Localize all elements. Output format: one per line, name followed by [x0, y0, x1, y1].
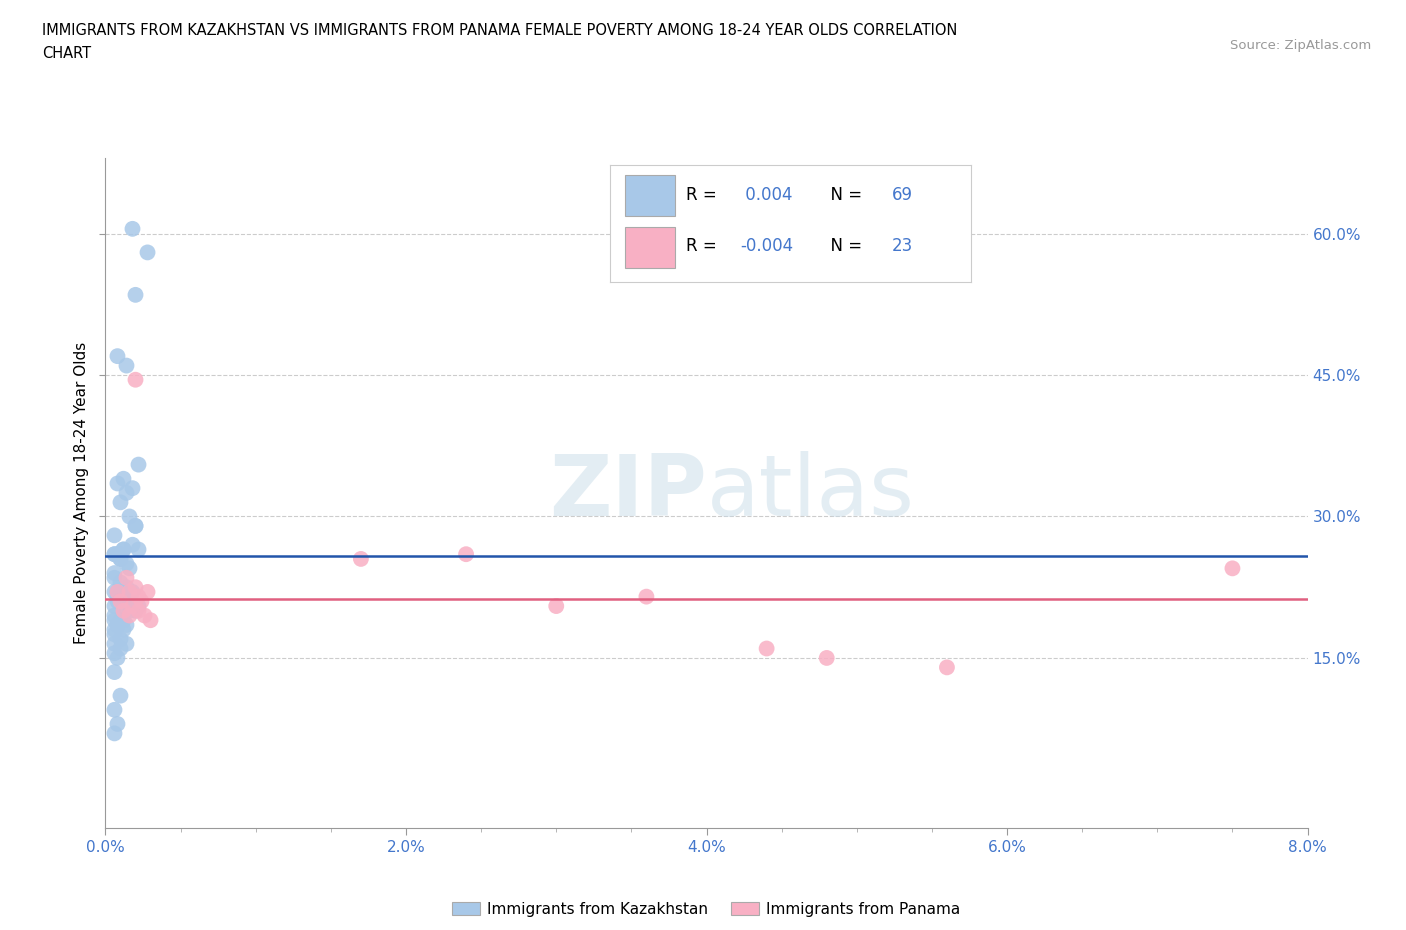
Point	[103, 547, 125, 562]
Point	[128, 599, 150, 614]
Point	[115, 556, 138, 571]
Point	[128, 590, 150, 604]
Point	[118, 594, 141, 609]
Point	[755, 641, 778, 656]
Point	[134, 608, 156, 623]
Point	[112, 613, 135, 628]
Point	[110, 575, 132, 590]
Point	[118, 608, 141, 623]
Point	[103, 645, 125, 660]
Point	[136, 584, 159, 599]
Point	[110, 547, 132, 562]
Point	[103, 570, 125, 585]
Point	[107, 618, 129, 632]
Point	[121, 538, 143, 552]
Point	[107, 590, 129, 604]
Point	[118, 584, 141, 599]
Point	[115, 618, 138, 632]
Point	[110, 495, 132, 510]
Point	[112, 604, 135, 618]
Point	[112, 622, 135, 637]
Legend: Immigrants from Kazakhstan, Immigrants from Panama: Immigrants from Kazakhstan, Immigrants f…	[446, 896, 967, 923]
Point	[110, 641, 132, 656]
Point	[115, 594, 138, 609]
Point	[107, 476, 129, 491]
Text: atlas: atlas	[707, 451, 914, 535]
Point	[107, 618, 129, 632]
Point	[124, 518, 146, 533]
Text: Source: ZipAtlas.com: Source: ZipAtlas.com	[1230, 39, 1371, 52]
Point	[103, 613, 125, 628]
Point	[115, 570, 138, 585]
Point	[121, 221, 143, 236]
Point	[115, 579, 138, 594]
Point	[107, 349, 129, 364]
Point	[350, 551, 373, 566]
Point	[128, 604, 150, 618]
Point	[107, 584, 129, 599]
Text: ZIP: ZIP	[548, 451, 707, 535]
Point	[103, 726, 125, 741]
Y-axis label: Female Poverty Among 18-24 Year Olds: Female Poverty Among 18-24 Year Olds	[73, 341, 89, 644]
Point	[103, 584, 125, 599]
Point	[124, 372, 146, 387]
Point	[118, 561, 141, 576]
Point	[110, 613, 132, 628]
Point	[107, 547, 129, 562]
Point	[139, 613, 162, 628]
Point	[131, 594, 153, 609]
Point	[112, 599, 135, 614]
Point	[103, 702, 125, 717]
Point	[103, 665, 125, 680]
Point	[454, 547, 477, 562]
Point	[118, 599, 141, 614]
Point	[121, 599, 143, 614]
Point	[110, 688, 132, 703]
Point	[128, 542, 150, 557]
Point	[107, 584, 129, 599]
Point	[107, 650, 129, 665]
Point	[103, 622, 125, 637]
Point	[121, 584, 143, 599]
Point	[112, 472, 135, 486]
Point	[124, 604, 146, 618]
Point	[118, 604, 141, 618]
Point	[110, 551, 132, 566]
Point	[103, 608, 125, 623]
Point	[128, 458, 150, 472]
Point	[636, 590, 658, 604]
Point	[107, 594, 129, 609]
Text: IMMIGRANTS FROM KAZAKHSTAN VS IMMIGRANTS FROM PANAMA FEMALE POVERTY AMONG 18-24 : IMMIGRANTS FROM KAZAKHSTAN VS IMMIGRANTS…	[42, 23, 957, 38]
Point	[815, 650, 838, 665]
Point	[936, 660, 959, 675]
Point	[112, 542, 135, 557]
Point	[121, 481, 143, 496]
Point	[115, 485, 138, 500]
Point	[110, 590, 132, 604]
Point	[124, 287, 146, 302]
Point	[103, 627, 125, 642]
Point	[124, 518, 146, 533]
Point	[103, 547, 125, 562]
Point	[112, 594, 135, 609]
Point	[103, 636, 125, 651]
Point	[110, 551, 132, 566]
Point	[118, 509, 141, 524]
Point	[103, 528, 125, 543]
Point	[103, 599, 125, 614]
Point	[115, 636, 138, 651]
Point	[546, 599, 568, 614]
Point	[110, 594, 132, 609]
Point	[136, 245, 159, 259]
Point	[103, 565, 125, 580]
Point	[112, 590, 135, 604]
Point	[115, 358, 138, 373]
Point	[110, 631, 132, 646]
Point	[112, 542, 135, 557]
Point	[121, 599, 143, 614]
Point	[1222, 561, 1244, 576]
Point	[107, 716, 129, 731]
Point	[124, 579, 146, 594]
Text: CHART: CHART	[42, 46, 91, 61]
